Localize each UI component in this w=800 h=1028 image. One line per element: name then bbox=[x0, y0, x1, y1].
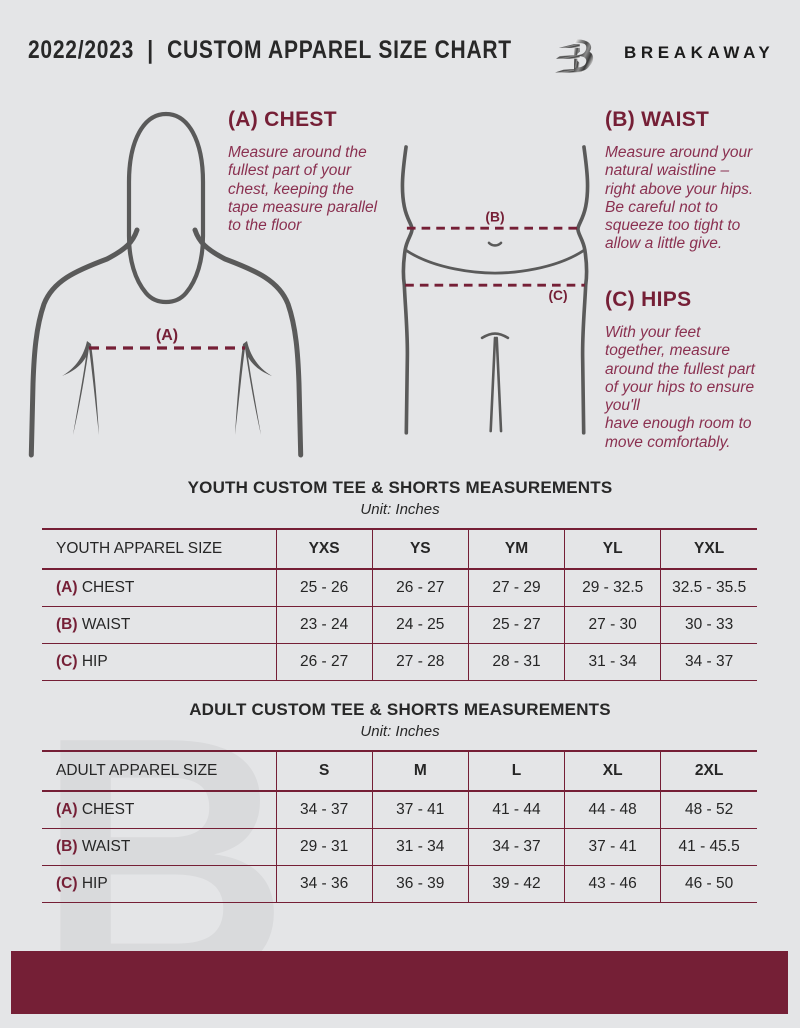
svg-text:(B): (B) bbox=[485, 208, 504, 224]
svg-text:(C): (C) bbox=[548, 287, 567, 303]
svg-text:(A): (A) bbox=[156, 327, 178, 344]
